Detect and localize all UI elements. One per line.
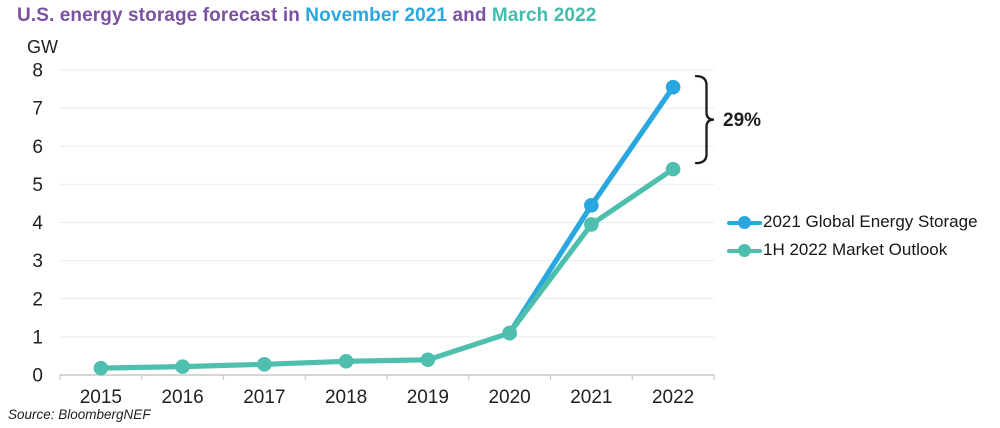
y-axis-unit-label: GW: [27, 37, 58, 57]
legend-item-1h-2022-market-outlook: 1H 2022 Market Outlook: [727, 239, 978, 261]
x-tick-label: 2022: [652, 387, 694, 408]
x-tick-label: 2021: [570, 387, 612, 408]
x-axis-labels: 2015 2016 2017 2018 2019 2020 2021 2022: [80, 387, 695, 408]
title-segment-main: U.S. energy storage forecast in: [17, 5, 306, 26]
data-point-marker: [665, 79, 681, 95]
difference-percentage-label: 29%: [723, 110, 761, 131]
x-tick-label: 2018: [325, 387, 367, 408]
legend-label: 2021 Global Energy Storage: [763, 212, 978, 231]
series-line: [98, 166, 676, 371]
legend-item-2021-global-energy-storage: 2021 Global Energy Storage: [727, 211, 978, 233]
difference-bracket-annotation: 29%: [694, 75, 761, 165]
x-tick-label: 2017: [243, 387, 285, 408]
title-segment-and: and: [447, 5, 492, 26]
data-point-marker: [175, 359, 190, 374]
legend: 2021 Global Energy Storage 1H 2022 Marke…: [727, 211, 978, 261]
y-tick-label: 4: [32, 213, 43, 234]
series-0: [502, 79, 681, 341]
y-tick-label: 6: [32, 137, 43, 158]
x-tick-label: 2015: [80, 387, 122, 408]
chart-title: U.S. energy storage forecast in November…: [17, 5, 596, 27]
y-tick-label: 0: [32, 366, 43, 387]
data-point-marker: [338, 353, 354, 369]
y-tick-label: 1: [32, 327, 43, 348]
y-tick-label: 5: [32, 175, 43, 196]
bracket-icon: [694, 75, 715, 165]
data-point-marker: [420, 352, 436, 368]
x-tick-label: 2016: [161, 387, 203, 408]
x-tick-label: 2020: [488, 387, 530, 408]
title-segment-march-2022: March 2022: [491, 5, 597, 26]
x-axis: [59, 374, 715, 380]
y-tick-label: 3: [32, 251, 43, 272]
data-point-marker: [584, 217, 599, 232]
legend-line-marker-icon: [727, 239, 762, 261]
data-point-marker: [93, 360, 109, 376]
legend-label: 1H 2022 Market Outlook: [763, 240, 948, 259]
gridlines: [60, 69, 714, 338]
data-point-marker: [257, 357, 272, 372]
y-axis-labels: 0 1 2 3 4 5 6 7 8 GW: [27, 37, 58, 387]
legend-line-marker-icon: [727, 211, 762, 233]
title-segment-november-2021: November 2021: [305, 5, 448, 26]
y-tick-label: 2: [32, 289, 43, 310]
x-tick-label: 2019: [407, 387, 449, 408]
data-point-marker: [584, 198, 599, 213]
data-point-marker: [502, 325, 517, 341]
y-tick-label: 8: [32, 61, 43, 82]
y-tick-label: 7: [32, 99, 43, 120]
series-1: [93, 161, 681, 376]
data-point-marker: [665, 161, 681, 177]
source-attribution: Source: BloombergNEF: [8, 407, 151, 422]
